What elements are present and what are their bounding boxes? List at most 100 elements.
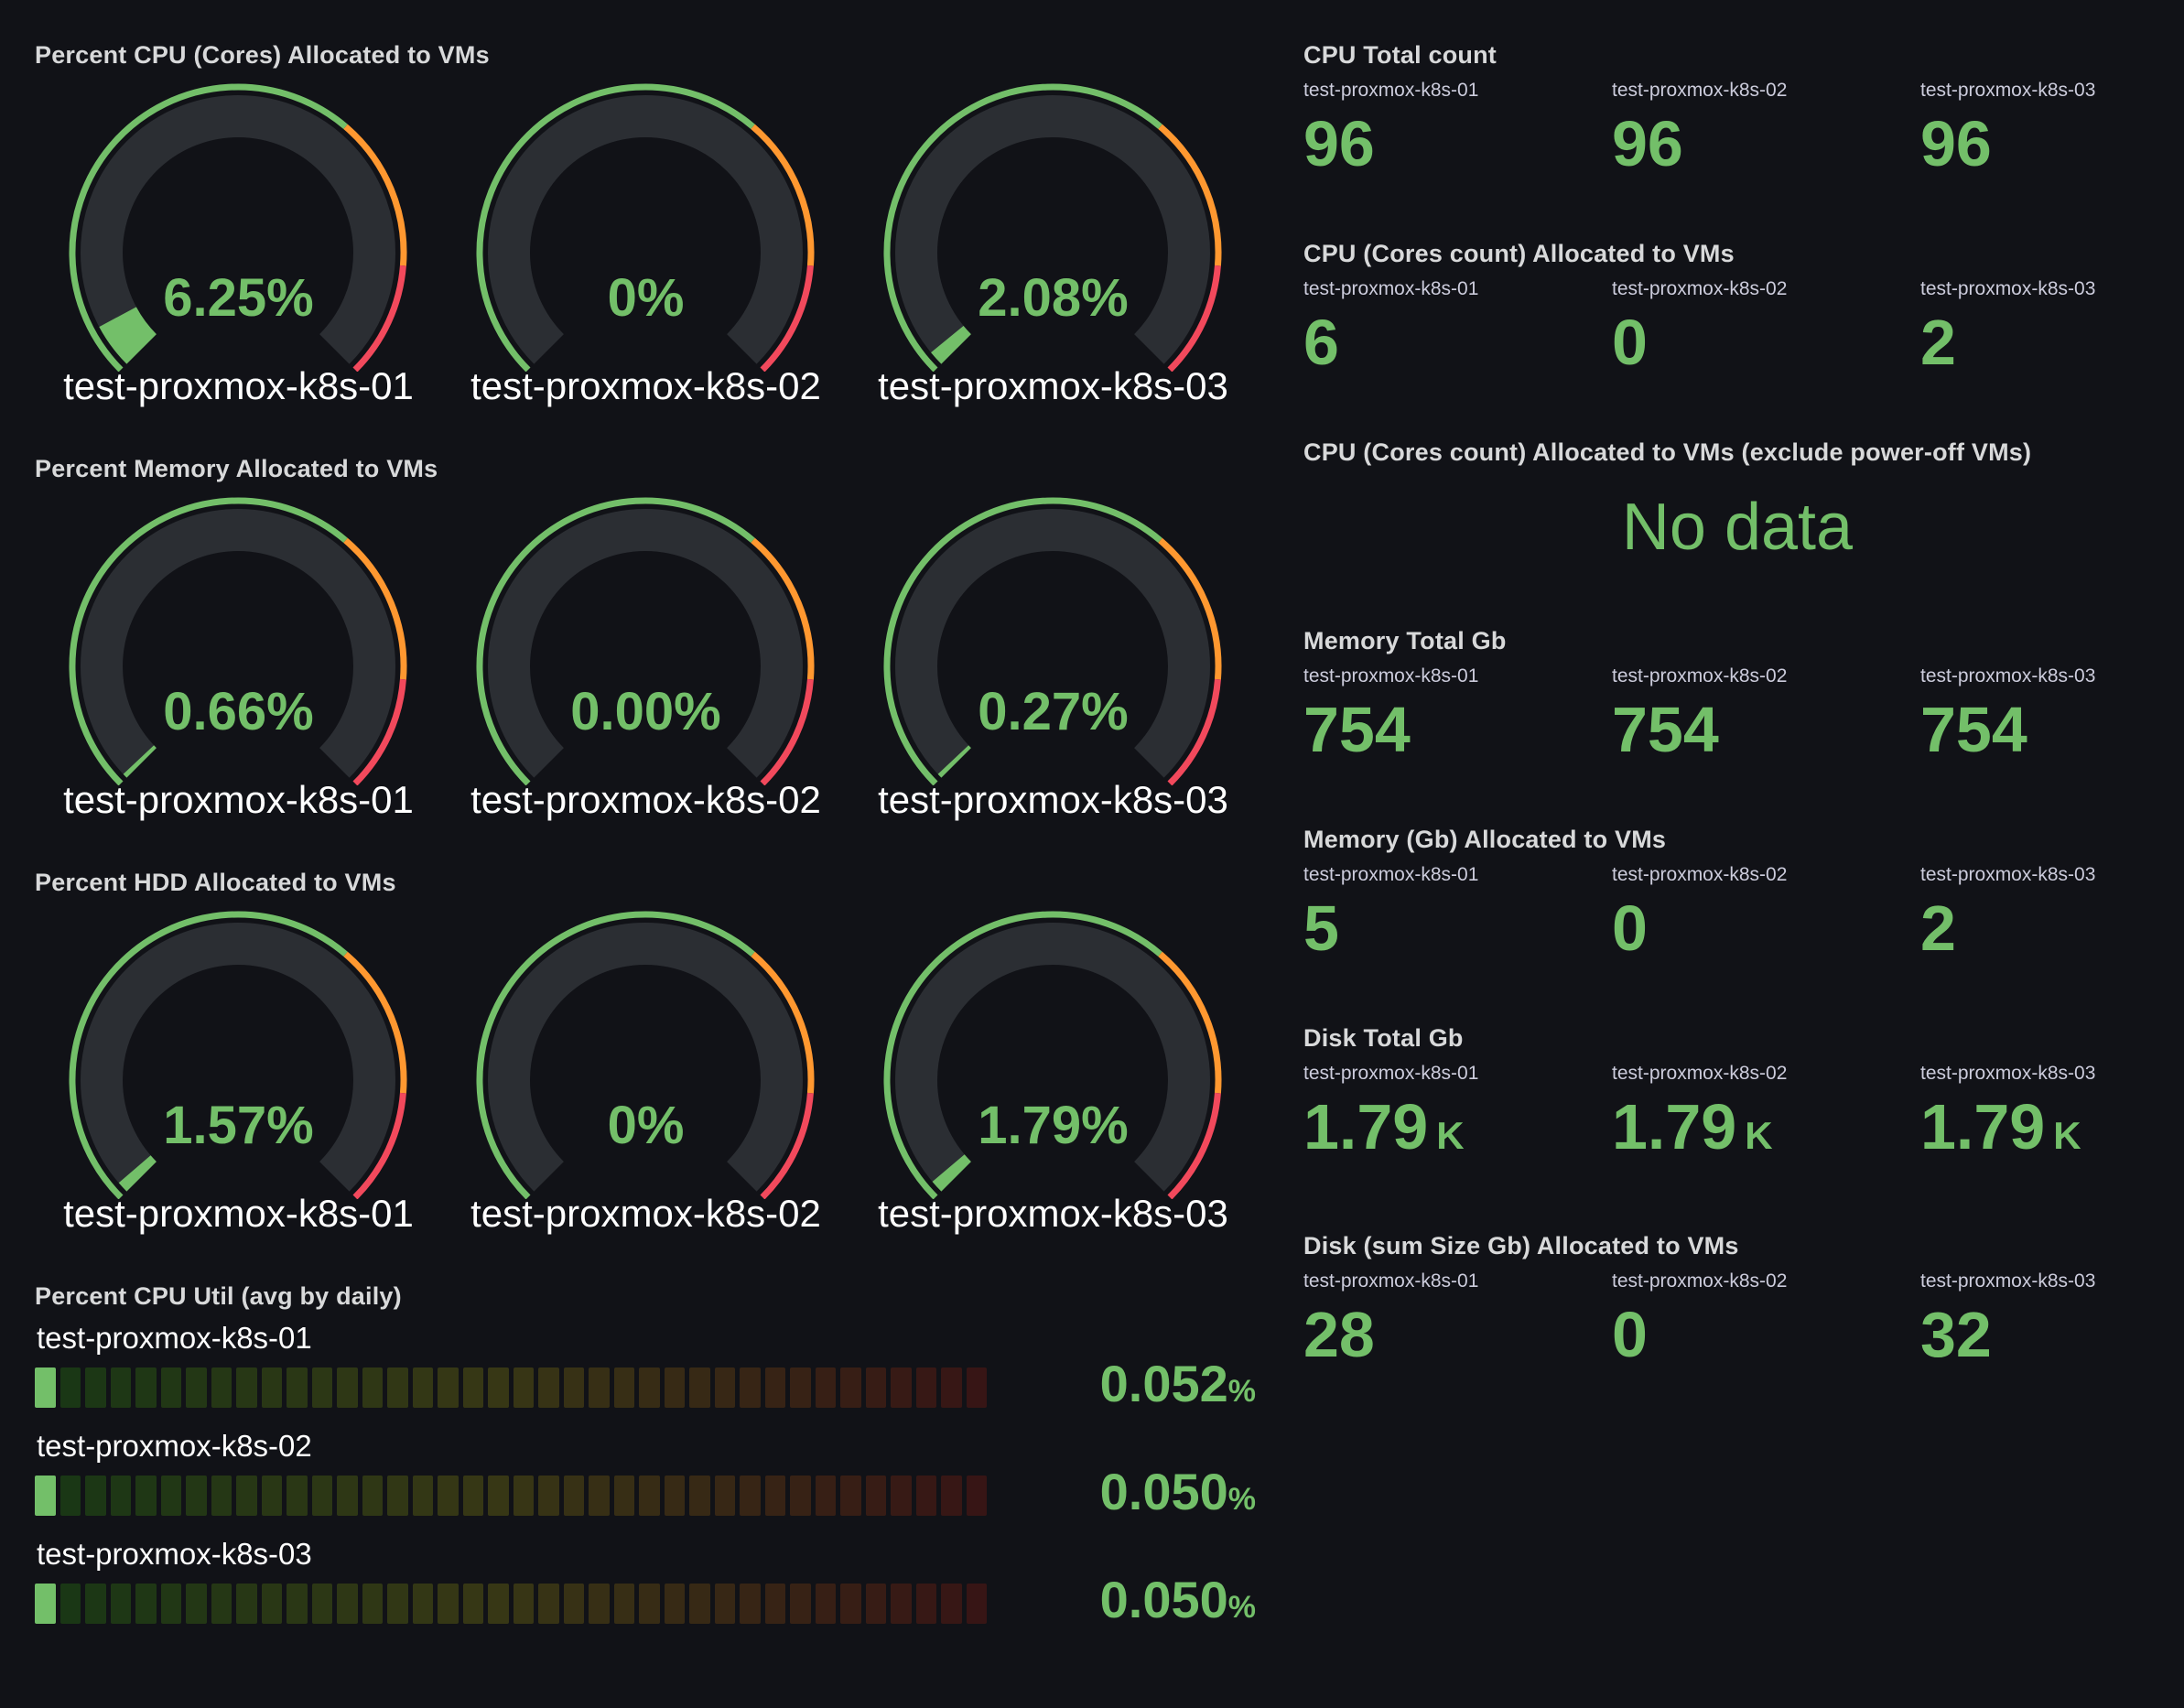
stat-value: 2 xyxy=(1920,307,1956,378)
bar-value-unit: % xyxy=(1227,1374,1256,1409)
stat-host-label: test-proxmox-k8s-02 xyxy=(1612,665,1788,686)
stat-host-label: test-proxmox-k8s-01 xyxy=(1303,80,1479,101)
stat-host-label: test-proxmox-k8s-02 xyxy=(1612,864,1788,885)
panel-title[interactable]: CPU (Cores count) Allocated to VMs (excl… xyxy=(1303,438,2032,466)
panel-title[interactable]: Percent CPU Util (avg by daily) xyxy=(35,1282,402,1310)
bar-cells xyxy=(35,1476,987,1516)
gauge-row: 6.25% test-proxmox-k8s-01 0% test-proxmo… xyxy=(35,79,1270,408)
bar-gauge-row: test-proxmox-k8s-02 0.050% xyxy=(35,1428,1270,1519)
panel-title[interactable]: CPU Total count xyxy=(1303,41,1497,69)
gauge-value: 0.27% xyxy=(978,682,1129,741)
stat-value: 1.79 K xyxy=(1612,1094,1920,1169)
bar-line: 0.050% xyxy=(35,1574,1270,1627)
stat-value: 754 xyxy=(1612,694,1719,765)
stat: test-proxmox-k8s-01 754 xyxy=(1303,665,1612,762)
stat-grid: test-proxmox-k8s-01 96 test-proxmox-k8s-… xyxy=(1303,79,2171,177)
gauge-row: 0.66% test-proxmox-k8s-01 0.00% test-pro… xyxy=(35,492,1270,822)
stat-value: 0 xyxy=(1612,892,1648,964)
stat-value: 0 xyxy=(1612,307,1648,378)
gauge-host-label: test-proxmox-k8s-01 xyxy=(63,1192,414,1235)
gauge-arc xyxy=(69,911,407,1199)
stat-value: 6 xyxy=(1303,307,1339,378)
stat-value-number: 1.79 xyxy=(1303,1091,1429,1162)
grafana-dashboard: Percent CPU (Cores) Allocated to VMs 6.2… xyxy=(35,40,2171,1644)
bar-line: 0.052% xyxy=(35,1358,1270,1411)
stat: test-proxmox-k8s-03 754 xyxy=(1920,665,2171,762)
stat-grid: test-proxmox-k8s-01 754 test-proxmox-k8s… xyxy=(1303,665,2171,762)
bar-value-unit: % xyxy=(1227,1590,1256,1625)
stat-value-number: 1.79 xyxy=(1612,1091,1737,1162)
stat-host-label: test-proxmox-k8s-02 xyxy=(1612,278,1788,299)
gauge: 0.00% test-proxmox-k8s-02 xyxy=(442,492,849,822)
panel-cpu-total-count: CPU Total count test-proxmox-k8s-01 96 t… xyxy=(1303,40,2171,177)
gauge-host-label: test-proxmox-k8s-03 xyxy=(878,778,1228,821)
stat: test-proxmox-k8s-02 0 xyxy=(1612,1270,1920,1367)
panel-title[interactable]: Percent Memory Allocated to VMs xyxy=(35,455,438,482)
panel-title[interactable]: Percent HDD Allocated to VMs xyxy=(35,869,396,896)
stat-value: 1.79 K xyxy=(1303,1094,1612,1169)
bar-host-label: test-proxmox-k8s-03 xyxy=(37,1537,312,1571)
stat-host-label: test-proxmox-k8s-02 xyxy=(1612,1270,1788,1292)
stat: test-proxmox-k8s-03 96 xyxy=(1920,79,2171,177)
stat: test-proxmox-k8s-02 1.79 K xyxy=(1612,1062,1920,1169)
bar-value-number: 0.050 xyxy=(1099,1463,1228,1520)
stat-grid: test-proxmox-k8s-01 5 test-proxmox-k8s-0… xyxy=(1303,863,2171,961)
stat-value: 96 xyxy=(1612,108,1683,179)
gauge-value: 0% xyxy=(607,1096,685,1155)
stat: test-proxmox-k8s-02 754 xyxy=(1612,665,1920,762)
panel-memory-total: Memory Total Gb test-proxmox-k8s-01 754 … xyxy=(1303,626,2171,762)
panel-title[interactable]: CPU (Cores count) Allocated to VMs xyxy=(1303,240,1735,267)
stat-host-label: test-proxmox-k8s-03 xyxy=(1920,864,2096,885)
stat: test-proxmox-k8s-02 0 xyxy=(1612,863,1920,961)
stat: test-proxmox-k8s-03 2 xyxy=(1920,277,2171,375)
stat-value-suffix: K xyxy=(2053,1114,2081,1157)
panel-title[interactable]: Disk (sum Size Gb) Allocated to VMs xyxy=(1303,1232,1739,1259)
gauge-host-label: test-proxmox-k8s-01 xyxy=(63,364,414,407)
gauge-arc xyxy=(476,497,815,785)
panel-title[interactable]: Memory (Gb) Allocated to VMs xyxy=(1303,826,1667,853)
stat-host-label: test-proxmox-k8s-03 xyxy=(1920,278,2096,299)
stat-host-label: test-proxmox-k8s-02 xyxy=(1612,80,1788,101)
panel-title[interactable]: Disk Total Gb xyxy=(1303,1024,1464,1052)
gauge: 1.79% test-proxmox-k8s-03 xyxy=(849,906,1257,1236)
stat-host-label: test-proxmox-k8s-01 xyxy=(1303,278,1479,299)
bar-host-label: test-proxmox-k8s-01 xyxy=(37,1321,312,1355)
stat-value: 32 xyxy=(1920,1299,1992,1370)
stat-value: 0 xyxy=(1612,1299,1648,1370)
panel-cpu-cores-allocated: CPU (Cores count) Allocated to VMs test-… xyxy=(1303,239,2171,375)
stat: test-proxmox-k8s-02 0 xyxy=(1612,277,1920,375)
gauge-arc xyxy=(883,911,1222,1199)
stat-value: 28 xyxy=(1303,1299,1375,1370)
stat: test-proxmox-k8s-01 5 xyxy=(1303,863,1612,961)
gauge-value: 0.66% xyxy=(163,682,314,741)
stat-host-label: test-proxmox-k8s-02 xyxy=(1612,1063,1788,1084)
stat-value-suffix: K xyxy=(1745,1114,1773,1157)
stat-host-label: test-proxmox-k8s-01 xyxy=(1303,665,1479,686)
panel-cpu-cores-allocated-exclude-off: CPU (Cores count) Allocated to VMs (excl… xyxy=(1303,438,2171,564)
stat-value: 96 xyxy=(1920,108,1992,179)
gauge: 1.57% test-proxmox-k8s-01 xyxy=(35,906,442,1236)
stat-value: 5 xyxy=(1303,892,1339,964)
bar-cells xyxy=(35,1584,987,1624)
gauge-host-label: test-proxmox-k8s-02 xyxy=(470,778,821,821)
gauge-host-label: test-proxmox-k8s-03 xyxy=(878,364,1228,407)
stat: test-proxmox-k8s-01 96 xyxy=(1303,79,1612,177)
gauge-row: 1.57% test-proxmox-k8s-01 0% test-proxmo… xyxy=(35,906,1270,1236)
gauge-host-label: test-proxmox-k8s-02 xyxy=(470,364,821,407)
stat-value: 754 xyxy=(1920,694,2027,765)
panel-title[interactable]: Percent CPU (Cores) Allocated to VMs xyxy=(35,41,490,69)
bar-gauge-row: test-proxmox-k8s-01 0.052% xyxy=(35,1320,1270,1411)
left-column: Percent CPU (Cores) Allocated to VMs 6.2… xyxy=(35,40,1270,1644)
gauge: 0.66% test-proxmox-k8s-01 xyxy=(35,492,442,822)
panel-percent-hdd-allocated: Percent HDD Allocated to VMs 1.57% test-… xyxy=(35,868,1270,1236)
gauge: 2.08% test-proxmox-k8s-03 xyxy=(849,79,1257,408)
panel-percent-cpu-util: Percent CPU Util (avg by daily) test-pro… xyxy=(35,1281,1270,1627)
panel-title[interactable]: Memory Total Gb xyxy=(1303,627,1507,654)
stat: test-proxmox-k8s-01 1.79 K xyxy=(1303,1062,1612,1169)
gauge: 6.25% test-proxmox-k8s-01 xyxy=(35,79,442,408)
stat-value-number: 1.79 xyxy=(1920,1091,2046,1162)
stat-value-suffix: K xyxy=(1436,1114,1465,1157)
panel-percent-cpu-allocated: Percent CPU (Cores) Allocated to VMs 6.2… xyxy=(35,40,1270,408)
gauge-arc xyxy=(883,83,1222,372)
gauge-arc xyxy=(69,83,407,372)
